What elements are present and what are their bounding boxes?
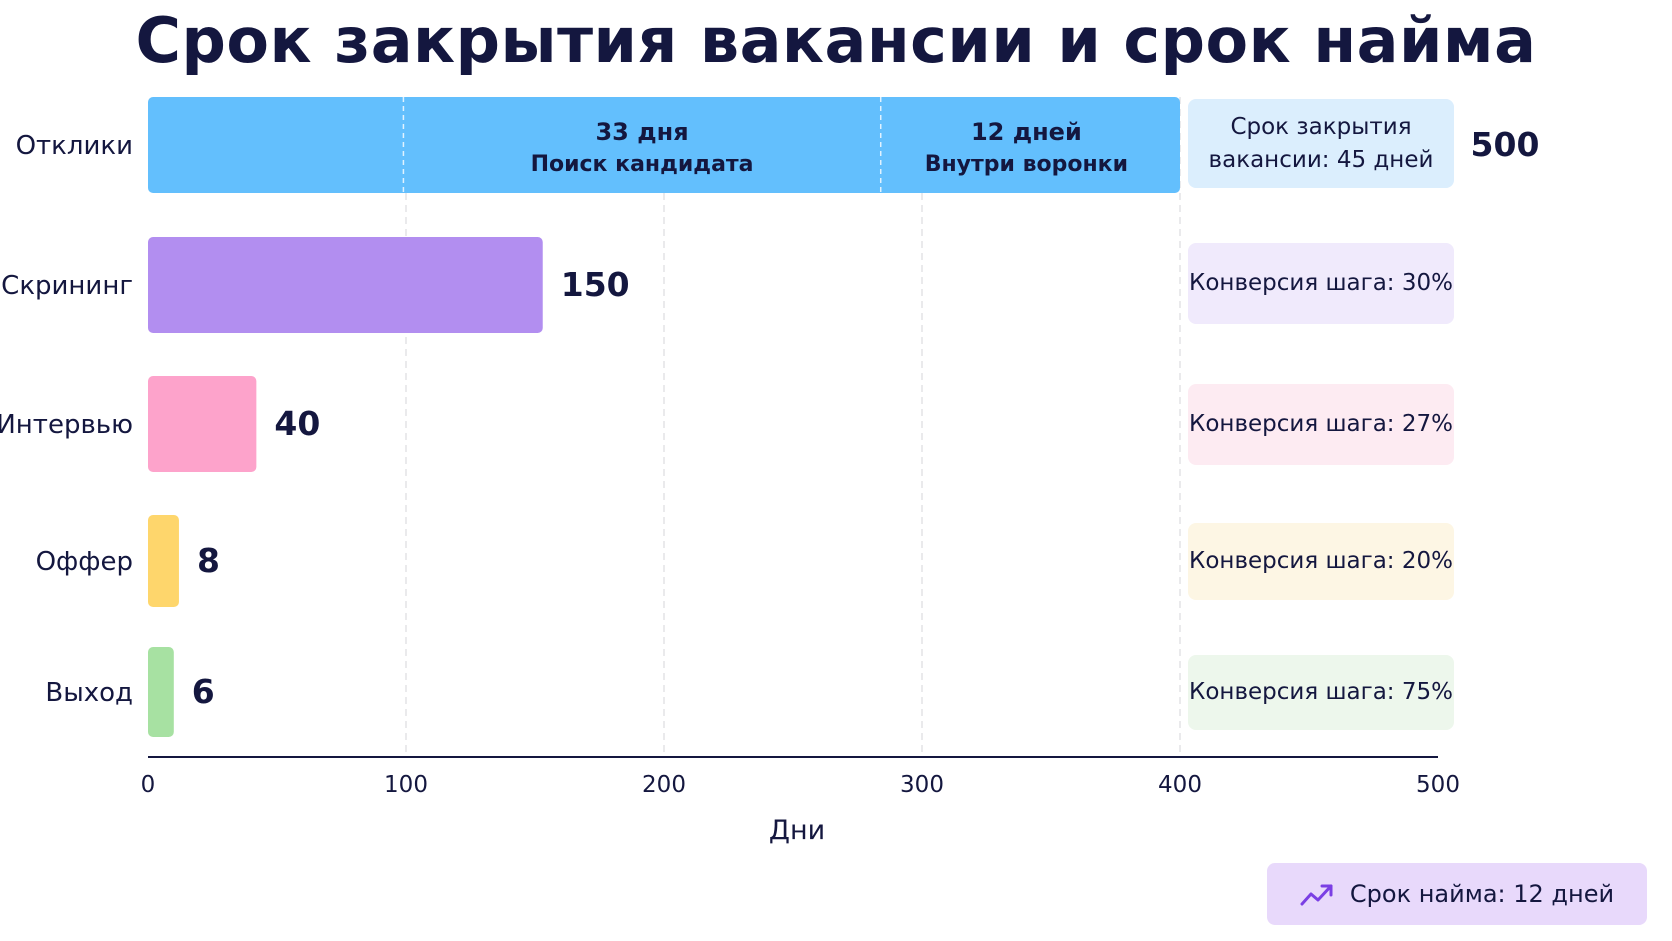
category-label: Интервью [0, 410, 133, 440]
x-tick-label: 0 [141, 772, 156, 798]
segment-duration: 12 дней [971, 118, 1082, 146]
step-conversion-note: Конверсия шага: 27% [1188, 384, 1454, 465]
value-label: 40 [274, 404, 320, 443]
bar-отклики [148, 97, 1180, 193]
x-tick-label: 200 [642, 772, 686, 798]
step-conversion-note: Конверсия шага: 20% [1188, 523, 1454, 600]
segment-name: Внутри воронки [925, 152, 1128, 177]
hire-time-label: Срок найма: 12 дней [1349, 880, 1615, 908]
x-axis-title: Дни [769, 815, 825, 846]
category-label: Скрининг [1, 271, 133, 301]
category-label: Выход [45, 678, 133, 708]
x-tick-label: 100 [384, 772, 428, 798]
value-label: 6 [192, 672, 215, 711]
vacancy-close-time-note: Срок закрытия вакансии: 45 дней [1188, 99, 1454, 188]
trending-up-icon [1300, 884, 1333, 906]
x-tick-label: 400 [1158, 772, 1202, 798]
bar-интервью [148, 376, 257, 472]
bar-выход [148, 647, 174, 737]
chart-title: Срок закрытия вакансии и срок найма [135, 4, 1537, 77]
x-axis-ticks: 0 100 200 300 400 500 [141, 772, 1460, 798]
category-label: Отклики [16, 131, 133, 161]
segment-name: Поиск кандидата [531, 152, 754, 177]
grid-lines [405, 97, 1181, 757]
value-label: 150 [561, 265, 630, 304]
category-label: Оффер [36, 547, 133, 577]
x-tick-label: 300 [900, 772, 944, 798]
value-label: 500 [1471, 125, 1540, 164]
step-conversion-note: Конверсия шага: 75% [1188, 655, 1454, 730]
x-tick-label: 500 [1416, 772, 1460, 798]
bar-оффер [148, 515, 179, 607]
value-label: 8 [197, 541, 220, 580]
labels: Отклики 500 Скрининг 150 Интервью 40 Оффер 8 Вых… [0, 97, 1539, 711]
bar-скрининг [148, 237, 543, 333]
bars [148, 97, 1180, 737]
step-conversion-note: Конверсия шага: 30% [1188, 243, 1454, 324]
hire-time-badge: Срок найма: 12 дней [1267, 863, 1647, 925]
segment-duration: 33 дня [595, 118, 688, 146]
